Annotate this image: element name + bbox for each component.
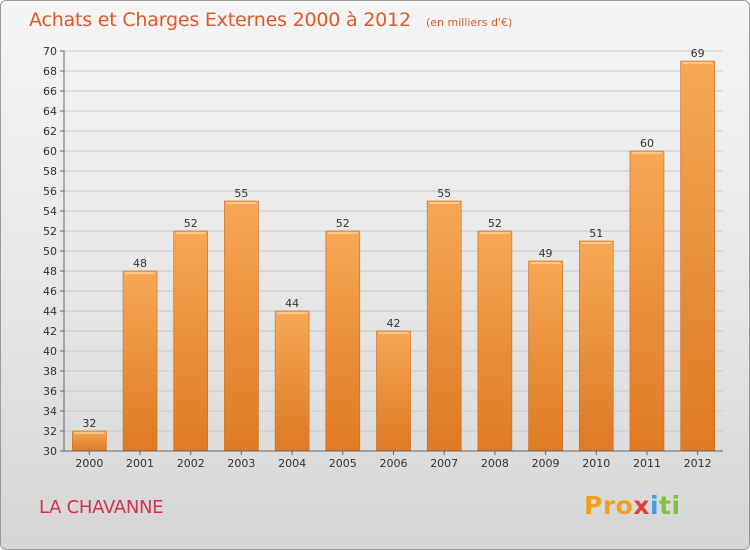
x-tick-label-2000: 2000 [75,457,103,470]
bar-2011 [629,150,665,452]
y-tick-label: 66 [43,85,57,98]
x-tick-label-2007: 2007 [430,457,458,470]
x-tick-label-2010: 2010 [582,457,610,470]
bar-highlight [530,262,561,264]
data-label-2007: 55 [437,187,451,200]
y-tick-label: 42 [43,325,57,338]
bar-highlight [378,332,409,334]
bar-highlight [479,232,510,234]
y-axis: 30 32 34 36 38 40 42 44 46 48 50 52 54 56 58 60 62 64 66 68… [43,45,65,458]
bar-2009 [528,260,563,452]
x-tick-label-2006: 2006 [380,457,408,470]
y-tick-label: 46 [43,285,57,298]
y-tick-label: 70 [43,45,57,58]
x-tick-label-2001: 2001 [126,457,154,470]
y-tick-label: 36 [43,385,57,398]
chart-title-block: Achats et Charges Externes 2000 à 2012 (… [29,9,512,31]
bar-highlight [429,202,460,204]
data-label-2008: 52 [488,217,502,230]
data-label-2001: 48 [133,257,147,270]
y-tick-label: 44 [43,305,57,318]
data-label-2010: 51 [589,227,603,240]
data-label-2000: 32 [82,417,96,430]
data-label-2004: 44 [285,297,299,310]
bar-highlight [125,272,156,274]
y-tick-label: 34 [43,405,57,418]
x-tick-label-2002: 2002 [177,457,205,470]
bar-highlight [175,232,206,234]
y-tick-label: 32 [43,425,57,438]
y-tick-label: 48 [43,265,57,278]
bar-2004 [274,310,310,452]
logo-part-4: ti [659,491,681,520]
x-tick-label-2009: 2009 [532,457,560,470]
x-tick-label-2004: 2004 [278,457,306,470]
bar-2006 [376,330,411,452]
y-tick-label: 38 [43,365,57,378]
data-label-2009: 49 [539,247,553,260]
bar-2005 [325,230,361,452]
y-tick-label: 50 [43,245,57,258]
data-label-2006: 42 [387,317,401,330]
x-tick-label-2008: 2008 [481,457,509,470]
x-tick-label-2012: 2012 [684,457,712,470]
bar-highlight [74,432,105,434]
bar-highlight [327,232,358,234]
data-label-2002: 52 [184,217,198,230]
bar-highlight [277,312,308,314]
y-tick-label: 64 [43,105,57,118]
bar-highlight [581,242,612,244]
bar-highlight [682,62,713,64]
data-label-2003: 55 [234,187,248,200]
x-tick-label-2005: 2005 [329,457,357,470]
bar-2008 [477,230,513,452]
logo-part-2: x [633,491,650,520]
bars: 32 48 52 55 44 52 42 55 52 49 51 60 69 [72,47,715,452]
y-tick-label: 54 [43,205,57,218]
y-tick-label: 62 [43,125,57,138]
data-label-2011: 60 [640,137,654,150]
x-tick-label-2011: 2011 [633,457,661,470]
x-axis: 2000 2001 2002 2003 2004 2005 2006 2007 2008 2009… [64,450,723,470]
proxiti-logo[interactable]: Proxiti [584,491,681,520]
y-tick-label: 56 [43,185,57,198]
y-tick-label: 40 [43,345,57,358]
bar-2007 [426,200,462,452]
bar-highlight [226,202,257,204]
bar-2001 [122,270,158,452]
commune-name: LA CHAVANNE [39,497,164,518]
chart-title: Achats et Charges Externes 2000 à 2012 [29,9,411,31]
logo-part-1: Pro [584,491,634,520]
data-label-2005: 52 [336,217,350,230]
y-tick-label: 68 [43,65,57,78]
bar-2002 [173,230,209,452]
data-label-2012: 69 [691,47,705,60]
x-tick-label-2003: 2003 [227,457,255,470]
bar-2012 [680,60,715,452]
bar-2010 [578,240,614,452]
chart-unit: (en milliers d'€) [425,16,513,29]
y-tick-label: 30 [43,445,57,458]
y-tick-label: 58 [43,165,57,178]
bar-2003 [224,200,259,452]
logo-part-3: i [649,491,660,520]
bar-highlight [631,152,662,154]
y-tick-label: 52 [43,225,57,238]
y-tick-label: 60 [43,145,57,158]
